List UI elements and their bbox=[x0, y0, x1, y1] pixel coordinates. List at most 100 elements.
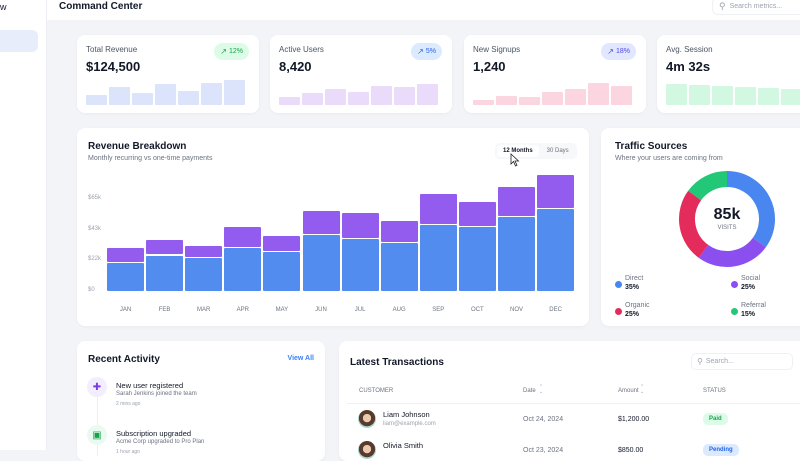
bar-one-time[interactable] bbox=[263, 235, 301, 251]
x-tick-label: JUN bbox=[315, 307, 327, 313]
sort-icon[interactable]: ⌃ ⌄ bbox=[640, 384, 645, 395]
sparkline-bar bbox=[201, 82, 222, 105]
activity-title: New user registered bbox=[116, 381, 184, 390]
kpi-card: Active Users 8,420 ↗ 5% bbox=[270, 35, 452, 113]
view-all-link[interactable]: View All bbox=[287, 355, 314, 362]
column-header[interactable]: Amount bbox=[618, 388, 639, 394]
kpi-label: Active Users bbox=[279, 45, 324, 54]
sparkline-bar bbox=[224, 80, 245, 105]
x-tick-label: MAY bbox=[275, 307, 289, 313]
sparkline-bar bbox=[394, 86, 415, 105]
customer-email: liam@example.com bbox=[383, 421, 436, 427]
transaction-date: Oct 23, 2024 bbox=[523, 447, 564, 454]
bar-recurring[interactable] bbox=[185, 257, 223, 291]
sparkline-bar bbox=[473, 99, 494, 105]
kpi-change-value: 12% bbox=[228, 48, 243, 55]
x-tick-label: JAN bbox=[119, 307, 132, 313]
donut-center-value: 85k bbox=[713, 206, 741, 223]
header: Command Center ⚲ Search metrics... bbox=[47, 0, 800, 20]
trending-up-icon: ↗ bbox=[220, 47, 227, 56]
recent-activity-card: Recent Activity View All ✚ New user regis… bbox=[77, 341, 325, 461]
bar-one-time[interactable] bbox=[185, 246, 223, 257]
activity-desc: Acme Corp upgraded to Pro Plan bbox=[116, 439, 205, 445]
legend-dot bbox=[731, 281, 738, 288]
column-header[interactable]: Date bbox=[523, 388, 536, 394]
sparkline-bar bbox=[109, 86, 130, 105]
search-metrics-input[interactable]: ⚲ Search metrics... bbox=[712, 0, 800, 15]
traffic-sources-card: Traffic Sources Where your users are com… bbox=[601, 128, 800, 326]
bar-recurring[interactable] bbox=[419, 224, 457, 291]
sparkline-bar bbox=[178, 90, 199, 105]
latest-transactions-card: Latest Transactions ⚲ Search... CUSTOMER… bbox=[339, 341, 800, 461]
kpi-change-value: 18% bbox=[615, 48, 630, 55]
x-tick-label: DEC bbox=[549, 307, 562, 313]
legend-dot bbox=[615, 281, 622, 288]
bar-one-time[interactable] bbox=[146, 239, 184, 255]
bar-recurring[interactable] bbox=[537, 209, 575, 291]
x-tick-label: SEP bbox=[432, 307, 445, 313]
kpi-change-badge: ↗ 5% bbox=[411, 43, 442, 60]
avatar bbox=[358, 441, 376, 459]
sparkline-bar bbox=[565, 89, 586, 105]
bar-one-time[interactable] bbox=[107, 248, 144, 262]
x-tick-label: FEB bbox=[158, 307, 171, 313]
sparkline-bar bbox=[542, 92, 563, 105]
legend-label: Social bbox=[741, 275, 761, 282]
bar-recurring[interactable] bbox=[224, 247, 262, 291]
sidebar-item-active[interactable] bbox=[0, 30, 38, 52]
sparkline-bar bbox=[519, 97, 540, 105]
transactions-search-input[interactable]: ⚲ Search... bbox=[691, 353, 793, 370]
revenue-breakdown-card: Revenue Breakdown Monthly recurring vs o… bbox=[77, 128, 589, 326]
transaction-date: Oct 24, 2024 bbox=[523, 416, 564, 423]
bar-one-time[interactable] bbox=[537, 175, 575, 209]
sparkline-bar bbox=[735, 86, 756, 105]
x-tick-label: MAR bbox=[197, 307, 211, 313]
sparkline-bar bbox=[496, 95, 517, 105]
traffic-title: Traffic Sources bbox=[615, 141, 688, 152]
bar-one-time[interactable] bbox=[341, 212, 379, 239]
activity-title: Recent Activity bbox=[88, 354, 160, 365]
donut-segment-referral[interactable] bbox=[688, 171, 728, 201]
bar-recurring[interactable] bbox=[107, 262, 144, 291]
sparkline-bar bbox=[666, 84, 687, 105]
sparkline-bar bbox=[712, 85, 733, 105]
trending-up-icon: ↗ bbox=[417, 47, 424, 56]
bar-one-time[interactable] bbox=[458, 201, 496, 227]
bar-recurring[interactable] bbox=[263, 251, 301, 291]
bar-recurring[interactable] bbox=[498, 217, 535, 291]
legend-value: 25% bbox=[625, 311, 640, 318]
sparkline-bar bbox=[758, 87, 779, 105]
activity-title: Subscription upgraded bbox=[116, 429, 192, 438]
kpi-value: $124,500 bbox=[86, 59, 141, 74]
transaction-amount: $850.00 bbox=[618, 447, 644, 454]
kpi-sparkline bbox=[473, 79, 632, 105]
sparkline-bar bbox=[371, 85, 392, 105]
toggle-12-months[interactable]: 12 Months bbox=[497, 145, 539, 157]
donut-segment-direct[interactable] bbox=[726, 171, 775, 248]
bar-one-time[interactable] bbox=[419, 194, 457, 224]
bar-recurring[interactable] bbox=[458, 227, 496, 291]
toggle-30-days[interactable]: 30 Days bbox=[546, 148, 569, 154]
bar-recurring[interactable] bbox=[302, 234, 340, 291]
donut-segment-social[interactable] bbox=[698, 237, 766, 267]
transaction-amount: $1,200.00 bbox=[618, 416, 650, 423]
trending-up-icon: ↗ bbox=[607, 47, 614, 56]
bar-recurring[interactable] bbox=[341, 239, 379, 291]
donut-segment-organic[interactable] bbox=[679, 190, 709, 258]
kpi-value: 1,240 bbox=[473, 59, 506, 74]
sparkline-bar bbox=[588, 82, 609, 105]
bar-one-time[interactable] bbox=[224, 227, 262, 247]
bar-one-time[interactable] bbox=[380, 221, 418, 242]
column-header: STATUS bbox=[703, 388, 726, 394]
sparkline-bar bbox=[302, 93, 323, 105]
bar-recurring[interactable] bbox=[380, 242, 418, 291]
bar-recurring[interactable] bbox=[146, 255, 184, 291]
bar-one-time[interactable] bbox=[302, 210, 340, 234]
sidebar-brand-text: w bbox=[0, 2, 7, 12]
kpi-sparkline bbox=[86, 79, 245, 105]
bar-one-time[interactable] bbox=[498, 186, 535, 217]
sort-icon[interactable]: ⌃ ⌄ bbox=[539, 384, 544, 395]
x-tick-label: APR bbox=[236, 307, 249, 313]
y-tick-label: $22k bbox=[88, 255, 102, 262]
kpi-label: Avg. Session bbox=[666, 45, 713, 54]
